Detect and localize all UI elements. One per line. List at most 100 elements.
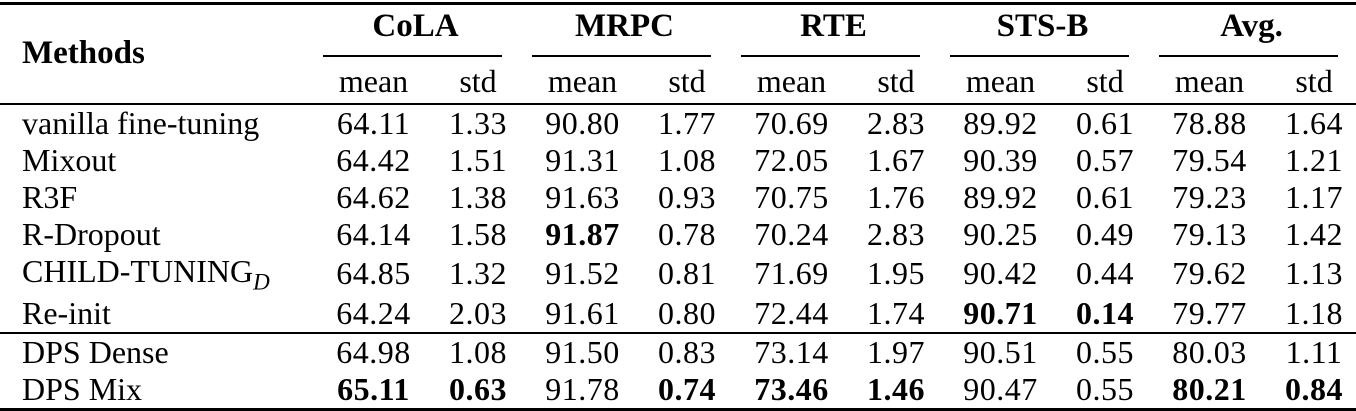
table-row: R-Dropout 64.14 1.58 91.87 0.78 70.24 2.83 90.2… xyxy=(0,216,1356,253)
value-cell: 72.44 xyxy=(754,294,829,331)
value-cell: 91.63 xyxy=(545,178,620,215)
method-label: DPS Dense xyxy=(0,331,311,371)
table-row: DPS Dense 64.98 1.08 91.50 0.83 73.14 1.97 90.5… xyxy=(0,331,1356,371)
method-label: Mixout xyxy=(22,141,117,178)
value-cell: 0.57 xyxy=(1076,141,1135,178)
value-cell: 1.51 xyxy=(449,141,507,178)
value-cell: 79.77 xyxy=(1172,294,1247,331)
value-cell: 1.08 xyxy=(658,141,716,178)
value-cell: 0.63 xyxy=(449,370,507,407)
value-cell: 0.78 xyxy=(658,215,716,252)
subheader-row: mean std mean std mean std mean std mean std xyxy=(0,63,1356,104)
subheader-mean: mean xyxy=(1174,62,1245,99)
value-cell: 0.61 xyxy=(1076,104,1135,141)
value-cell: 90.42 xyxy=(963,255,1038,292)
table-row: CHILD-TUNINGD 64.85 1.32 91.52 0.81 71.69 1.95… xyxy=(0,253,1356,295)
value-cell: 1.38 xyxy=(449,178,507,215)
table-body: vanilla fine-tuning 64.11 1.33 90.80 1.77 70.… xyxy=(0,104,1356,410)
value-cell: 64.42 xyxy=(336,141,411,178)
value-cell: 1.17 xyxy=(1285,178,1344,215)
value-cell: 0.44 xyxy=(1076,255,1135,292)
value-cell: 0.55 xyxy=(1076,370,1135,407)
group-underline-cell xyxy=(938,50,1147,63)
value-cell: 73.14 xyxy=(729,331,854,371)
value-cell: 90.47 xyxy=(963,370,1038,407)
value-cell: 70.69 xyxy=(754,104,829,141)
group-header-row: Methods CoLA MRPC RTE STS-B Avg. xyxy=(0,4,1356,72)
method-subscript: D xyxy=(253,267,270,294)
method-label: R-Dropout xyxy=(22,215,161,252)
value-cell: 1.95 xyxy=(867,255,925,292)
value-cell: 90.51 xyxy=(938,331,1064,371)
group-underline-cell xyxy=(520,50,729,63)
value-cell: 1.77 xyxy=(658,104,716,141)
value-cell: 1.64 xyxy=(1285,104,1344,141)
value-cell: 1.46 xyxy=(867,370,925,407)
group-underline xyxy=(532,55,711,57)
value-cell: 89.92 xyxy=(963,104,1038,141)
subheader-std: std xyxy=(459,62,497,99)
value-cell: 73.46 xyxy=(754,370,829,407)
value-cell: 0.84 xyxy=(1285,370,1344,407)
group-underline-cell xyxy=(311,50,520,63)
value-cell: 91.50 xyxy=(520,331,645,371)
subheader-mean: mean xyxy=(338,62,409,99)
value-cell: 1.08 xyxy=(436,331,520,371)
subheader-std: std xyxy=(1086,62,1124,99)
value-cell: 0.80 xyxy=(658,294,716,331)
value-cell: 78.88 xyxy=(1172,104,1247,141)
value-cell: 79.54 xyxy=(1172,141,1247,178)
methods-header: Methods xyxy=(22,35,145,72)
method-label: CHILD-TUNINGD xyxy=(22,252,270,294)
value-cell: 90.80 xyxy=(545,104,620,141)
group-underline xyxy=(323,55,502,57)
value-cell: 1.33 xyxy=(449,104,507,141)
subheader-std: std xyxy=(877,62,915,99)
value-cell: 91.87 xyxy=(545,215,620,252)
value-cell: 79.23 xyxy=(1172,178,1247,215)
value-cell: 1.32 xyxy=(449,255,507,292)
group-underline-cell xyxy=(1147,50,1356,63)
value-cell: 71.69 xyxy=(754,255,829,292)
value-cell: 70.24 xyxy=(754,215,829,252)
value-cell: 80.03 xyxy=(1147,331,1273,371)
value-cell: 2.03 xyxy=(449,294,507,331)
value-cell: 0.93 xyxy=(658,178,716,215)
method-label: R3F xyxy=(22,178,78,215)
value-cell: 64.11 xyxy=(336,104,411,141)
table-row: DPS Mix 65.11 0.63 91.78 0.74 73.46 1.46 90.47 0… xyxy=(0,371,1356,410)
value-cell: 1.76 xyxy=(867,178,925,215)
value-cell: 64.85 xyxy=(336,255,411,292)
group-header-sts-b: STS-B xyxy=(996,7,1089,44)
value-cell: 91.78 xyxy=(545,370,620,407)
table-row: Re-init 64.24 2.03 91.61 0.80 72.44 1.74 90.71 0… xyxy=(0,295,1356,333)
table-row: Mixout 64.42 1.51 91.31 1.08 72.05 1.67 90.39 0.… xyxy=(0,142,1356,179)
group-header-cola: CoLA xyxy=(372,7,459,44)
group-header-mrpc: MRPC xyxy=(575,7,674,44)
value-cell: 1.18 xyxy=(1285,294,1344,331)
table-row: R3F 64.62 1.38 91.63 0.93 70.75 1.76 89.92 0.61 7… xyxy=(0,179,1356,216)
value-cell: 64.62 xyxy=(336,178,411,215)
value-cell: 91.31 xyxy=(545,141,620,178)
value-cell: 79.62 xyxy=(1172,255,1247,292)
value-cell: 79.13 xyxy=(1172,215,1247,252)
value-cell: 90.71 xyxy=(963,294,1038,331)
subheader-std: std xyxy=(668,62,706,99)
value-cell: 64.24 xyxy=(336,294,411,331)
group-header-rte: RTE xyxy=(800,7,867,44)
method-label: vanilla fine-tuning xyxy=(22,104,260,141)
value-cell: 91.61 xyxy=(545,294,620,331)
value-cell: 0.14 xyxy=(1076,294,1135,331)
value-cell: 65.11 xyxy=(337,370,410,407)
subheader-mean: mean xyxy=(756,62,827,99)
value-cell: 1.97 xyxy=(854,331,939,371)
value-cell: 64.98 xyxy=(311,331,436,371)
value-cell: 0.49 xyxy=(1076,215,1135,252)
value-cell: 90.39 xyxy=(963,141,1038,178)
group-underline xyxy=(950,55,1130,57)
group-underline-row xyxy=(0,50,1356,63)
value-cell: 1.67 xyxy=(867,141,925,178)
subheader-mean: mean xyxy=(547,62,618,99)
